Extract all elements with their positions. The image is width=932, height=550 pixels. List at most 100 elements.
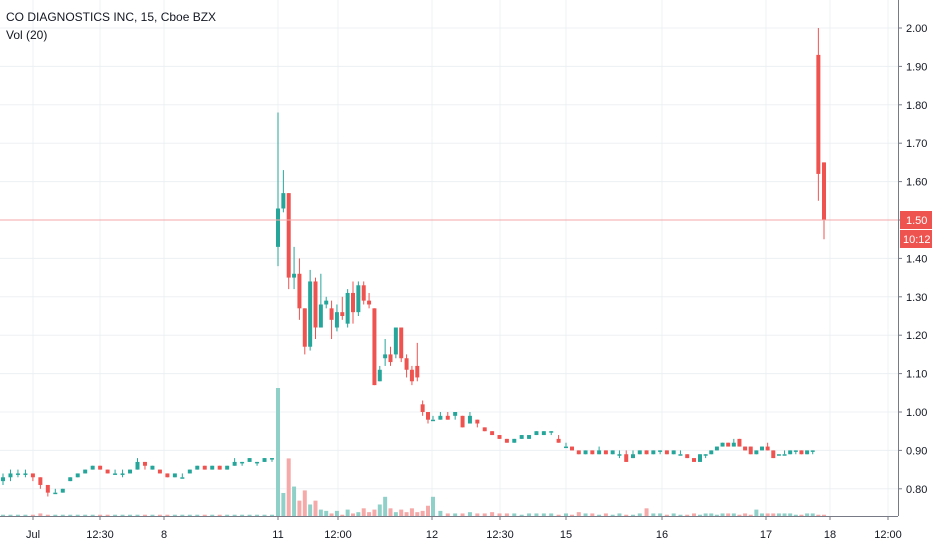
price-tick-label: 1.70 [906, 138, 927, 150]
volume-bar [83, 514, 88, 516]
candle-body [38, 477, 43, 485]
volume-bar [187, 514, 192, 516]
candle-body [113, 473, 118, 475]
volume-bar [225, 514, 230, 516]
volume-bar [329, 513, 334, 516]
candle-body [760, 446, 764, 451]
time-tick-label: 18 [824, 529, 836, 541]
volume-bar [60, 514, 65, 516]
candle-body [1, 477, 5, 482]
volume-bar [671, 513, 676, 516]
candle-body [135, 461, 140, 470]
volume-bar [308, 504, 313, 516]
time-tick-label: 12 [426, 529, 438, 541]
volume-bar [202, 514, 207, 516]
candle-body [788, 450, 793, 455]
volume-bar [624, 514, 629, 516]
candle-body [658, 450, 663, 452]
candle-body [590, 450, 595, 455]
volume-bar [617, 513, 622, 516]
candle-body [225, 465, 230, 470]
candle-body [165, 473, 170, 478]
volume-bar [754, 509, 759, 516]
candle-body [247, 458, 252, 462]
volume-bar [313, 500, 318, 516]
candle-body [490, 431, 495, 436]
candle-body [583, 450, 588, 455]
candle-body [556, 438, 561, 443]
volume-bar [334, 510, 339, 516]
volume-bar [23, 514, 28, 516]
candle-body [426, 412, 430, 420]
candle-body [651, 450, 656, 455]
volume-bar [788, 513, 793, 516]
volume-bar [404, 512, 409, 516]
volume-bar [232, 514, 237, 516]
candle-body [714, 446, 719, 451]
price-tick-label: 1.20 [906, 330, 927, 342]
candle-body [678, 454, 683, 456]
volume-bar [703, 513, 708, 516]
candle-body [603, 450, 608, 455]
volume-bar [75, 514, 80, 516]
last-price-badge [900, 211, 932, 229]
volume-bar [361, 508, 366, 516]
volume-bar [120, 514, 125, 516]
candle-body [720, 442, 725, 447]
candle-body [157, 469, 162, 474]
volume-bar [731, 513, 736, 516]
volume-bar [142, 514, 147, 516]
candle-body [240, 461, 245, 464]
volume-bar [678, 514, 683, 516]
volume-bar [356, 512, 361, 516]
volume-bar [195, 514, 200, 516]
candle-body [534, 431, 539, 436]
price-tick-label: 1.10 [906, 369, 927, 381]
candle-body [142, 461, 147, 466]
candle-body [318, 304, 323, 328]
volume-bar [453, 513, 458, 516]
candle-body [313, 281, 318, 328]
volume-bar [292, 486, 297, 516]
candle-body [805, 450, 810, 455]
volume-bar [685, 514, 690, 516]
candle-body [782, 454, 787, 456]
volume-bar [610, 514, 615, 516]
volume-bar [393, 512, 398, 516]
candle-body [345, 292, 350, 324]
volume-bar [490, 512, 495, 516]
volume-bar [519, 514, 524, 516]
candle-body [771, 450, 776, 459]
volume-bar [135, 514, 140, 516]
candle-body [637, 450, 642, 455]
candle-body [445, 415, 450, 420]
volume-bar [45, 514, 50, 516]
candle-body [98, 465, 103, 470]
price-tick-label: 2.00 [906, 23, 927, 35]
volume-bar [90, 514, 95, 516]
candle-body [297, 273, 302, 309]
candle-body [383, 354, 388, 359]
volume-bar [743, 513, 748, 516]
volume-bar [637, 513, 642, 516]
candle-body [822, 162, 826, 220]
price-axis[interactable] [898, 0, 932, 550]
time-axis[interactable] [0, 516, 932, 550]
candle-body [624, 454, 629, 462]
candle-body [482, 427, 487, 432]
candle-body [30, 473, 35, 478]
chart-legend: CO DIAGNOSTICS INC, 15, Cboe BZX Vol (20… [6, 8, 216, 44]
candle-body [105, 469, 110, 474]
volume-bar [388, 508, 393, 516]
candle-body [438, 415, 443, 420]
candle-body [60, 488, 65, 493]
volume-bar [644, 508, 649, 516]
candle-body [460, 415, 465, 428]
candle-body [324, 300, 329, 305]
candle-body [754, 450, 759, 455]
volume-bar [409, 508, 414, 516]
candle-body [810, 450, 815, 452]
candle-body [68, 477, 73, 482]
